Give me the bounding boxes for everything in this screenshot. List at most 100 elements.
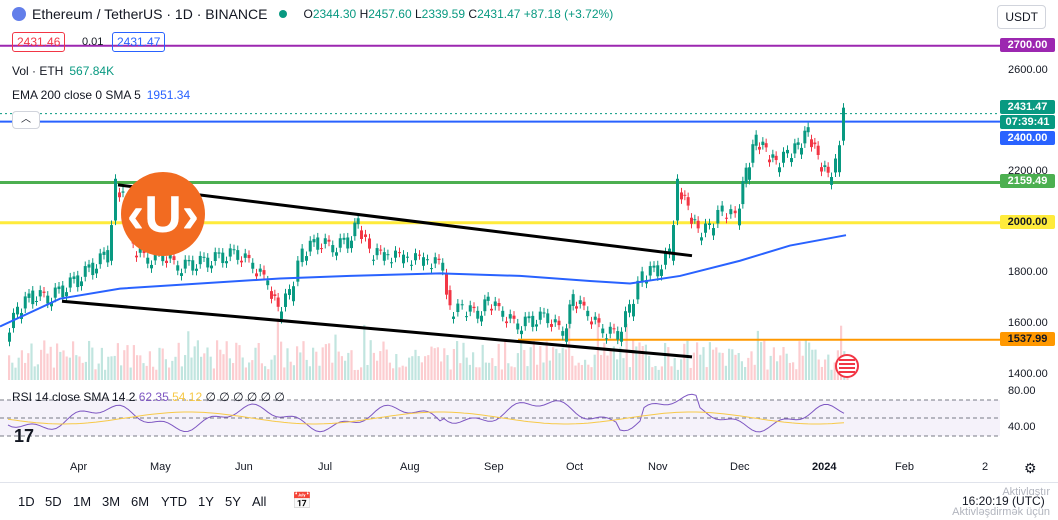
timeframe-1d-button[interactable]: 1D xyxy=(18,494,35,509)
candle-body xyxy=(816,145,820,155)
volume-bar xyxy=(273,355,276,380)
rsi-legend[interactable]: RSI 14 close SMA 14 2 62.35 54.12 ∅ ∅ ∅ … xyxy=(12,390,285,404)
volume-bar xyxy=(107,356,110,380)
volume-bar xyxy=(340,356,343,380)
volume-bar xyxy=(504,340,507,380)
volume-bar xyxy=(500,369,503,380)
volume-bar xyxy=(94,369,97,380)
volume-bar xyxy=(715,347,718,380)
volume-bar xyxy=(676,369,679,380)
candle-body xyxy=(616,331,620,340)
candle-body xyxy=(38,290,42,297)
volume-bar xyxy=(744,367,747,380)
candle-body xyxy=(168,254,172,259)
volume-bar xyxy=(696,342,699,380)
buy-price-box[interactable]: 2431.47 xyxy=(112,32,166,52)
candle-body xyxy=(430,268,433,270)
candle-body xyxy=(258,268,262,272)
candle-body xyxy=(516,323,520,330)
volume-bar xyxy=(760,342,763,380)
clock[interactable]: 16:20:19 (UTC) xyxy=(962,494,1045,508)
price-axis[interactable]: 2600.00 2200.00 1800.00 1600.00 1400.00 2700.… xyxy=(1000,0,1058,458)
timeframe-ytd-button[interactable]: YTD xyxy=(161,494,187,509)
candle-body xyxy=(8,332,11,342)
volume-bar xyxy=(494,365,497,380)
candle-body xyxy=(672,225,675,261)
candle-body xyxy=(741,181,745,205)
symbol-title[interactable]: Ethereum / TetherUS · 1D · BINANCE xyxy=(32,6,268,22)
candle-body xyxy=(386,254,390,256)
volume-bar xyxy=(171,360,174,380)
volume-bar xyxy=(712,349,715,380)
flag-stripe xyxy=(839,359,855,361)
flag-stripe xyxy=(839,371,855,373)
candle-body xyxy=(838,145,841,173)
trendline-upper xyxy=(117,183,693,258)
volume-bar xyxy=(683,343,686,380)
candle-body xyxy=(106,250,110,263)
candle-body xyxy=(296,260,300,282)
volume-bar xyxy=(289,361,292,380)
volume-bar xyxy=(772,347,775,380)
timeframe-1y-button[interactable]: 1Y xyxy=(198,494,214,509)
candle-body xyxy=(656,265,660,277)
candle-body xyxy=(704,223,707,233)
candle-body xyxy=(68,277,72,288)
time-tick: Jul xyxy=(318,461,333,473)
candle-body xyxy=(153,250,157,261)
timeframe-5d-button[interactable]: 5D xyxy=(45,494,62,509)
volume-bar xyxy=(116,343,119,380)
bottom-toolbar xyxy=(0,482,1058,520)
price-chart[interactable]: ‹U› xyxy=(0,0,1000,380)
time-tick: 2024 xyxy=(812,461,837,473)
candles xyxy=(8,103,845,347)
volume-bar xyxy=(689,367,692,380)
candle-body xyxy=(700,237,703,241)
volume-bar xyxy=(344,360,347,380)
candle-body xyxy=(774,155,778,161)
candle-body xyxy=(91,262,95,276)
candle-body xyxy=(520,330,523,335)
rsi-tick: 80.00 xyxy=(1008,385,1036,397)
currency-select[interactable]: USDT xyxy=(997,5,1046,29)
rsi-pane[interactable]: 17 xyxy=(0,382,1000,454)
volume-bar xyxy=(721,352,724,380)
volume-bar xyxy=(408,357,411,380)
candle-body xyxy=(571,294,575,306)
volume-bar xyxy=(161,348,164,380)
candle-body xyxy=(668,248,671,254)
timeframe-5y-button[interactable]: 5Y xyxy=(225,494,241,509)
sell-price-box[interactable]: 2431.46 xyxy=(12,32,66,52)
candle-body xyxy=(501,310,505,317)
volume-bar xyxy=(30,343,33,380)
candle-body xyxy=(771,154,775,158)
timeframe-1m-button[interactable]: 1M xyxy=(73,494,92,509)
volume-bar xyxy=(788,362,791,380)
volume-bar xyxy=(449,369,452,380)
volume-bar xyxy=(699,354,702,380)
timeframe-all-button[interactable]: All xyxy=(252,494,267,509)
candle-body xyxy=(213,252,217,262)
ema-legend[interactable]: EMA 200 close 0 SMA 5 1951.34 xyxy=(12,88,191,102)
volume-bar xyxy=(664,342,667,380)
timeframe-6m-button[interactable]: 6M xyxy=(131,494,150,509)
candle-body xyxy=(364,234,367,237)
candle-body xyxy=(273,294,277,297)
volume-bar xyxy=(216,340,219,380)
volume-bar xyxy=(56,343,59,380)
timeframe-3m-button[interactable]: 3M xyxy=(102,494,121,509)
volume-bar xyxy=(372,352,375,380)
candle-body xyxy=(648,266,652,276)
volume-bar xyxy=(507,363,510,380)
candle-body xyxy=(50,302,53,307)
candle-body xyxy=(612,328,616,330)
volume-bar xyxy=(14,367,17,380)
volume-bar xyxy=(228,358,231,380)
candle-body xyxy=(764,143,768,148)
gear-icon[interactable]: ⚙ xyxy=(1024,460,1037,476)
candle-body xyxy=(232,249,236,251)
volume-bar xyxy=(155,369,158,380)
calendar-range-icon[interactable]: 📅 xyxy=(292,493,312,510)
volume-legend[interactable]: Vol · ETH 567.84K xyxy=(12,64,115,78)
collapse-icon[interactable]: ︿ xyxy=(12,111,40,129)
